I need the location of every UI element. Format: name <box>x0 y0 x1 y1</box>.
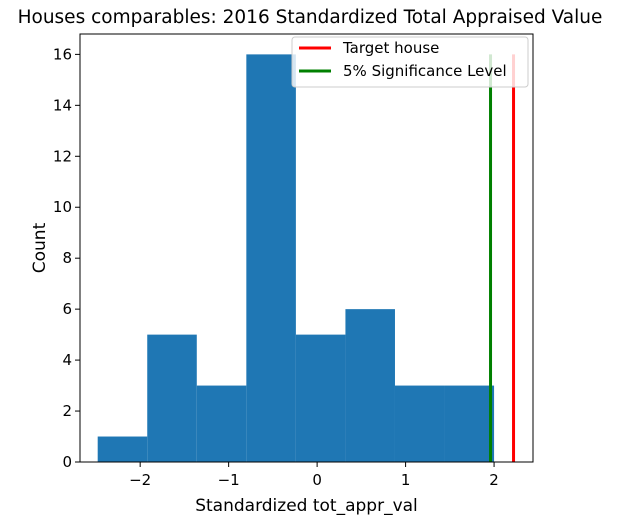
histogram-bar-4 <box>295 334 346 462</box>
y-tick-label: 0 <box>62 453 72 471</box>
x-tick-label: 1 <box>401 471 411 489</box>
y-tick-label: 2 <box>62 402 72 420</box>
plot-frame <box>79 33 534 463</box>
y-tick-label: 6 <box>62 300 72 318</box>
legend: Target house 5% Significance Level <box>291 36 529 88</box>
y-tick-label: 8 <box>62 249 72 267</box>
y-tick-label: 16 <box>53 45 72 63</box>
y-tick-label: 10 <box>53 198 72 216</box>
histogram-bar-2 <box>196 385 247 462</box>
histogram-bar-3 <box>246 54 296 462</box>
x-tick-label: 2 <box>489 471 499 489</box>
x-tick-label: 0 <box>312 471 322 489</box>
legend-significance-label: 5% Significance Level <box>343 62 507 80</box>
x-tick-label: −1 <box>218 471 240 489</box>
y-axis-ticks: 0 2 4 6 8 10 12 14 16 <box>53 45 80 471</box>
x-axis-ticks: −2 −1 0 1 2 <box>129 462 499 489</box>
y-tick-label: 14 <box>53 96 72 114</box>
histogram-bar-5 <box>345 309 395 462</box>
histogram-bar-7 <box>444 385 495 462</box>
legend-target-house-label: Target house <box>342 39 439 57</box>
histogram-bar-0 <box>97 436 148 462</box>
y-tick-label: 12 <box>53 147 72 165</box>
histogram-bars <box>97 54 495 462</box>
histogram-bar-6 <box>394 385 445 462</box>
histogram-bar-1 <box>147 334 197 462</box>
reference-lines <box>489 54 516 462</box>
legend-box <box>291 36 529 88</box>
chart-title: Houses comparables: 2016 Standardized To… <box>18 7 603 28</box>
y-tick-label: 4 <box>62 351 72 369</box>
x-axis-label: Standardized tot_appr_val <box>195 496 418 516</box>
x-tick-label: −2 <box>129 471 151 489</box>
y-axis-label: Count <box>30 222 50 273</box>
